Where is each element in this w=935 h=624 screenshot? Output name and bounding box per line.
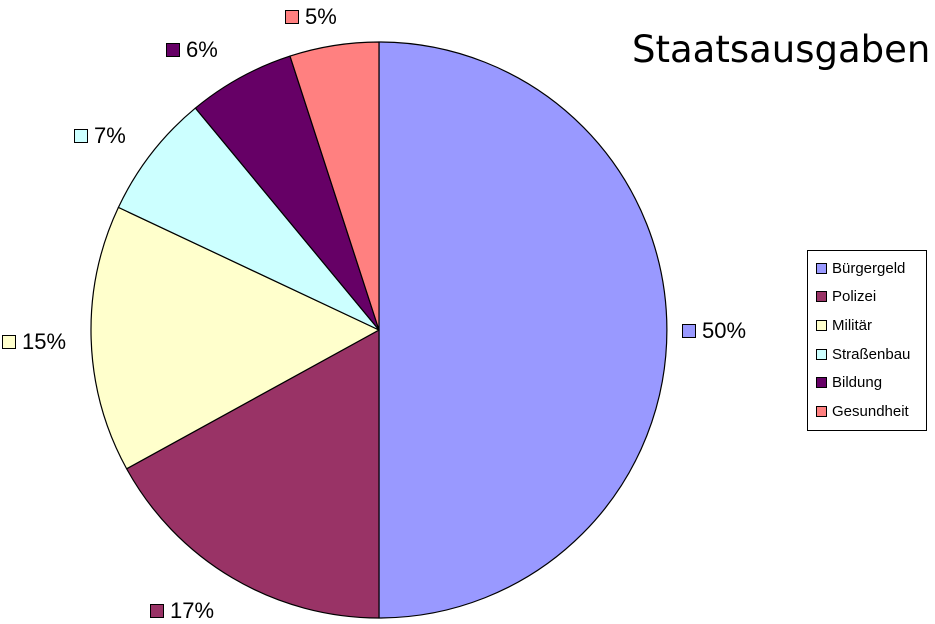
legend-label: Militär bbox=[832, 317, 872, 334]
data-label-swatch bbox=[74, 129, 88, 143]
legend-label: Bürgergeld bbox=[832, 260, 905, 277]
data-label: 17% bbox=[150, 598, 214, 624]
data-label: 5% bbox=[285, 4, 337, 30]
data-label: 50% bbox=[682, 318, 746, 344]
chart-title: Staatsausgaben bbox=[632, 28, 930, 71]
chart-legend: Bürgergeld Polizei Militär Straßenbau Bi… bbox=[807, 250, 927, 431]
legend-item: Bildung bbox=[808, 368, 926, 397]
legend-swatch bbox=[816, 349, 827, 360]
data-label-swatch bbox=[2, 335, 16, 349]
data-label-swatch bbox=[285, 10, 299, 24]
legend-item: Bürgergeld bbox=[808, 254, 926, 283]
data-label-text: 7% bbox=[94, 123, 126, 149]
data-label: 6% bbox=[166, 37, 218, 63]
legend-item: Straßenbau bbox=[808, 340, 926, 369]
legend-label: Polizei bbox=[832, 288, 876, 305]
legend-item: Polizei bbox=[808, 283, 926, 312]
data-label-text: 17% bbox=[170, 598, 214, 624]
pie-slice bbox=[379, 42, 667, 618]
legend-swatch bbox=[816, 263, 827, 274]
data-label-text: 5% bbox=[305, 4, 337, 30]
legend-swatch bbox=[816, 406, 827, 417]
data-label-swatch bbox=[682, 324, 696, 338]
legend-swatch bbox=[816, 320, 827, 331]
legend-item: Gesundheit bbox=[808, 397, 926, 426]
data-label-swatch bbox=[166, 43, 180, 57]
legend-label: Straßenbau bbox=[832, 346, 910, 363]
legend-swatch bbox=[816, 291, 827, 302]
data-label: 15% bbox=[2, 329, 66, 355]
legend-swatch bbox=[816, 377, 827, 388]
data-label-text: 50% bbox=[702, 318, 746, 344]
legend-label: Gesundheit bbox=[832, 403, 909, 420]
data-label-text: 6% bbox=[186, 37, 218, 63]
data-label-text: 15% bbox=[22, 329, 66, 355]
legend-label: Bildung bbox=[832, 374, 882, 391]
data-label: 7% bbox=[74, 123, 126, 149]
legend-item: Militär bbox=[808, 311, 926, 340]
data-label-swatch bbox=[150, 604, 164, 618]
